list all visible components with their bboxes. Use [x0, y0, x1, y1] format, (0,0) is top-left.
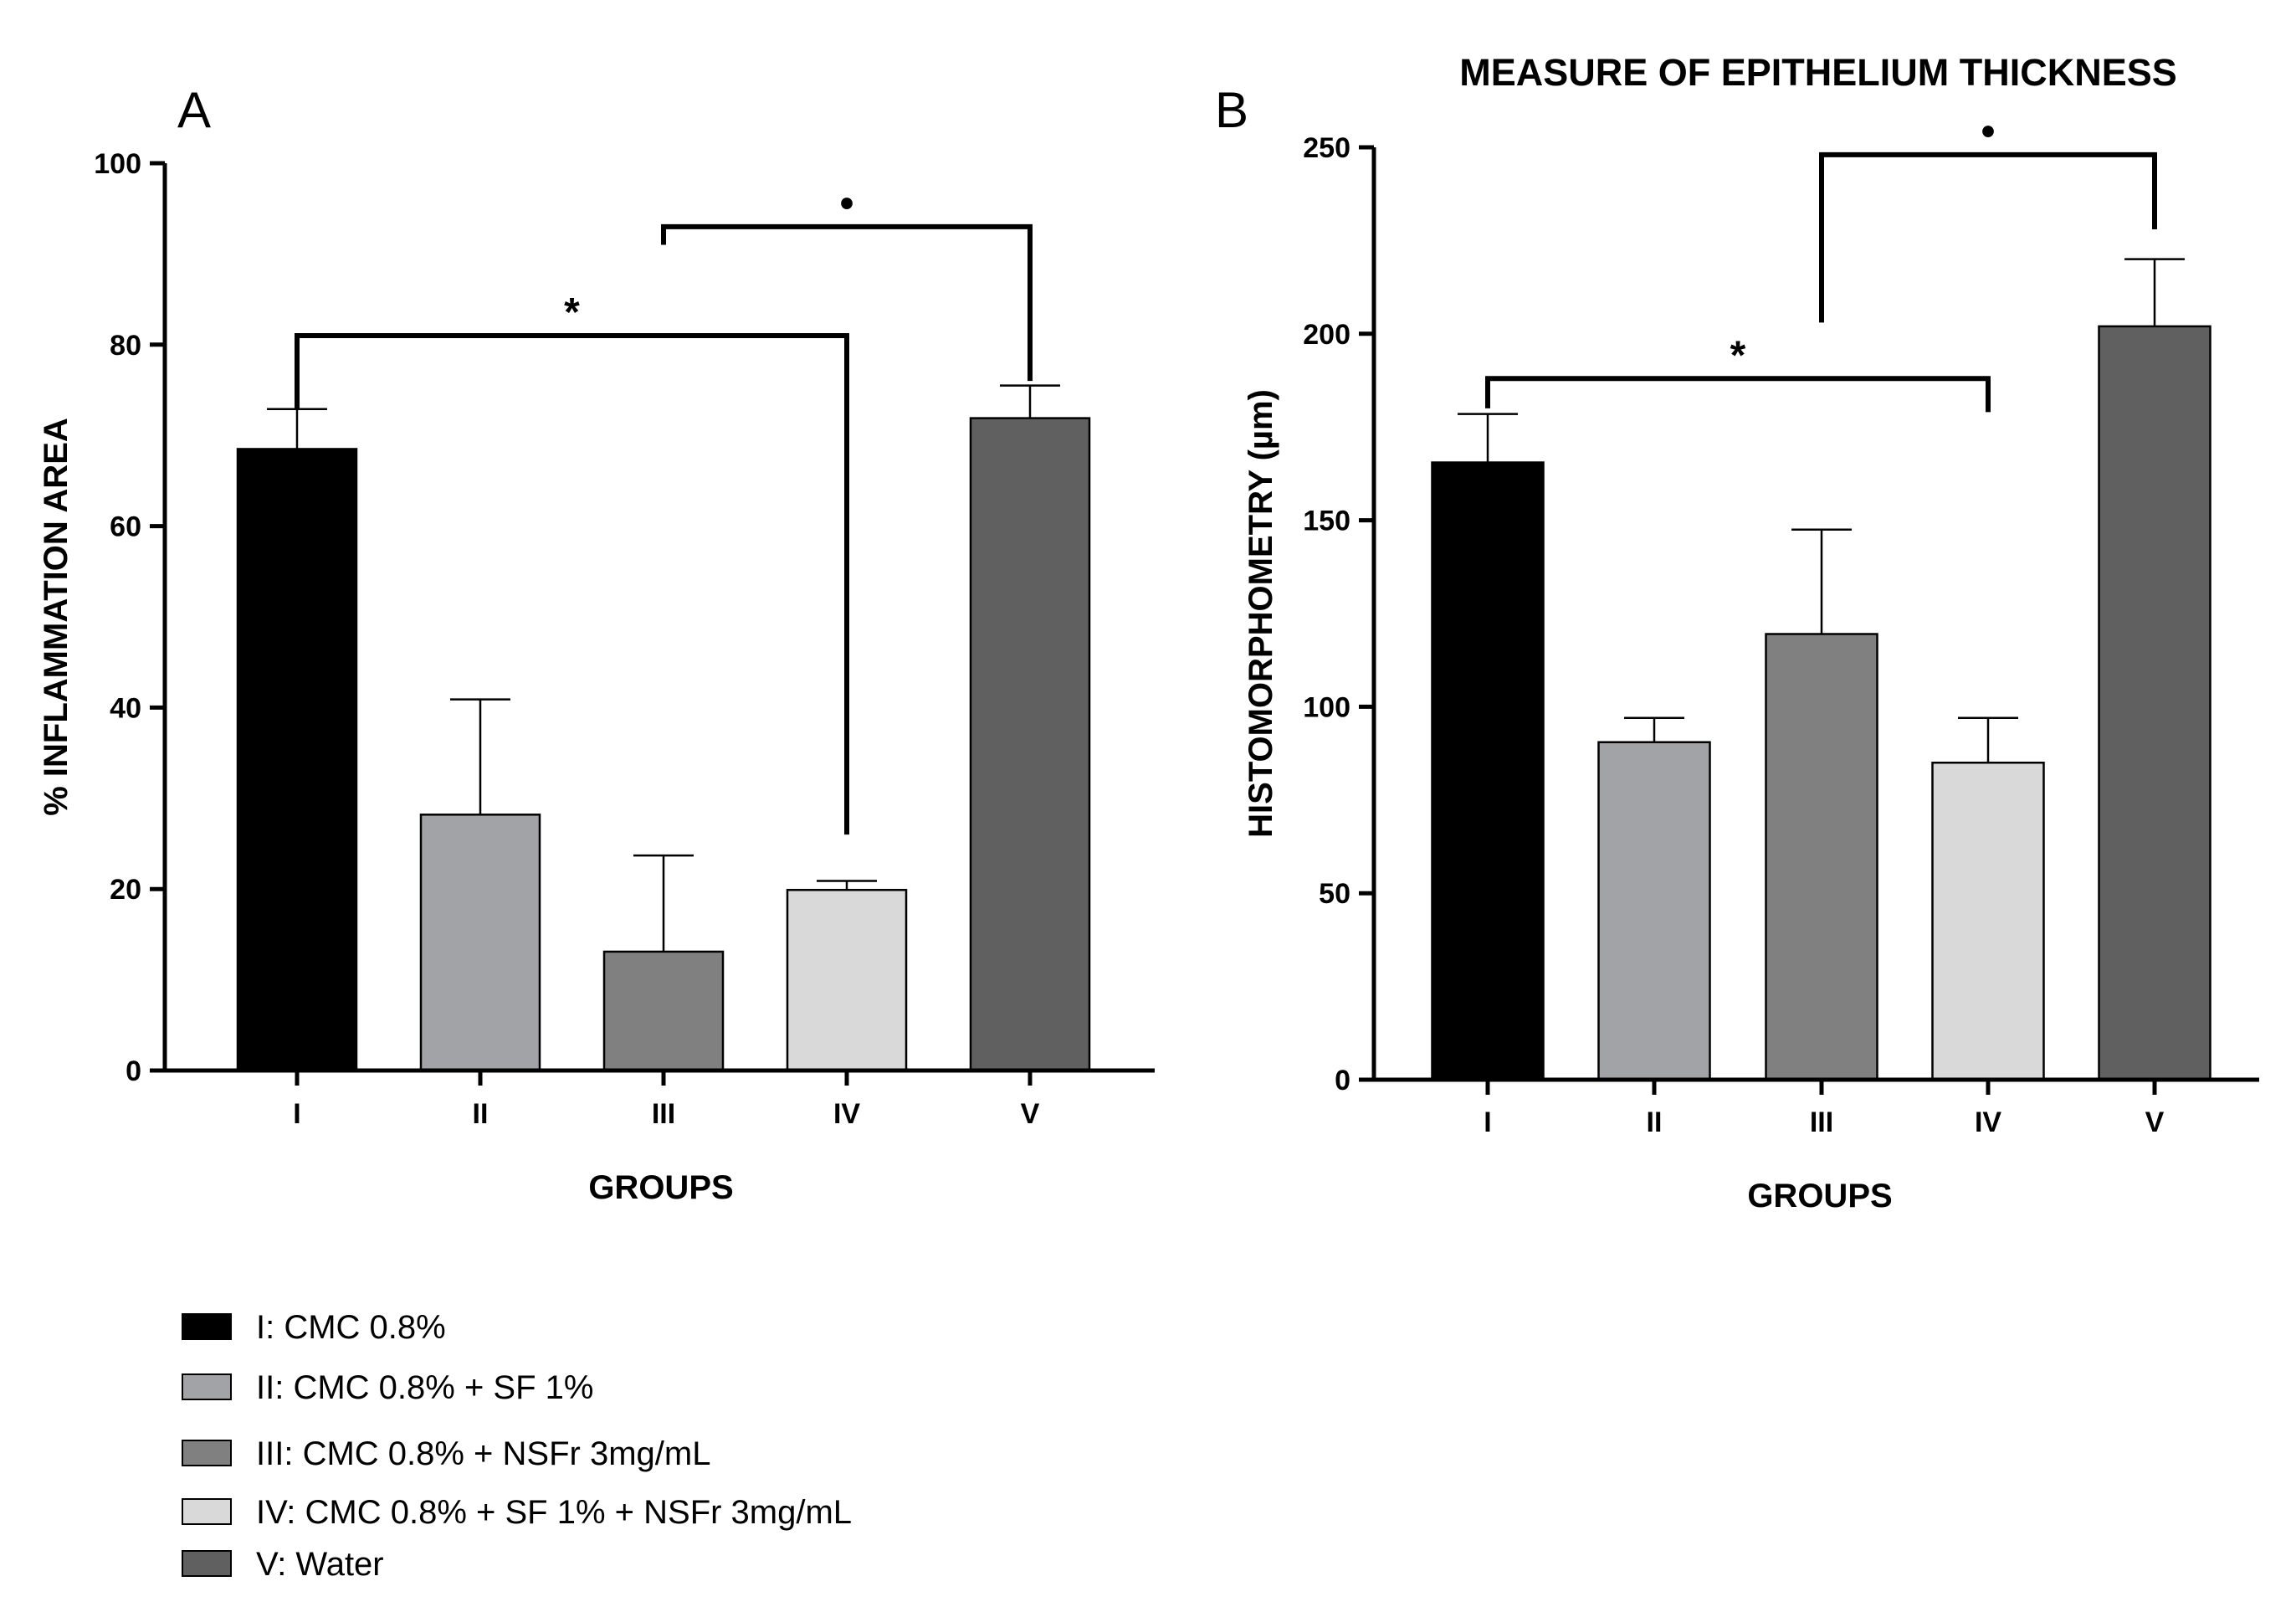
y-tick-label-a-2: 40: [110, 692, 141, 724]
y-tick-label-a-1: 20: [110, 874, 141, 906]
y-tick-label-b-5: 250: [1303, 132, 1350, 164]
x-tick-label-b-2: III: [1810, 1106, 1833, 1138]
y-tick-label-b-4: 200: [1303, 319, 1350, 351]
legend-swatch-0: [182, 1313, 232, 1340]
y-tick-label-b-2: 100: [1303, 691, 1350, 723]
panel-a-y-axis-title: % INFLAMMATION AREA: [38, 418, 74, 816]
x-tick-label-a-1: II: [473, 1098, 489, 1130]
legend-label-0: I: CMC 0.8%: [256, 1309, 446, 1346]
y-tick-label-a-5: 100: [94, 148, 141, 180]
significance-bracket-a-1: [661, 223, 1033, 382]
y-tick-label-a-3: 60: [110, 511, 141, 543]
significance-label-b-0: *: [1730, 333, 1746, 377]
bar-b-2: [1765, 633, 1878, 1081]
panel-a-x-axis-title: GROUPS: [588, 1169, 733, 1206]
legend-label-2: III: CMC 0.8% + NSFr 3mg/mL: [256, 1435, 710, 1472]
panel-b-title: MEASURE OF EPITHELIUM THICKNESS: [1459, 51, 2177, 94]
y-tick-label-a-0: 0: [126, 1055, 141, 1087]
y-tick-label-b-0: 0: [1335, 1065, 1350, 1096]
y-tick-label-b-1: 50: [1319, 878, 1350, 910]
x-tick-label-a-3: IV: [833, 1098, 860, 1130]
y-tick-label-b-3: 150: [1303, 506, 1350, 537]
y-tick-label-a-4: 80: [110, 330, 141, 362]
x-tick-label-a-2: III: [652, 1098, 675, 1130]
panel-b-letter: B: [1215, 82, 1248, 138]
x-tick-label-a-4: V: [1021, 1098, 1040, 1130]
bar-b-4: [2098, 325, 2211, 1081]
bar-a-2: [602, 950, 725, 1072]
significance-bracket-b-1: [1819, 151, 2157, 323]
bar-b-1: [1597, 741, 1711, 1081]
legend-swatch-4: [182, 1550, 232, 1577]
legend-label-1: II: CMC 0.8% + SF 1%: [256, 1369, 593, 1406]
bar-b-3: [1931, 761, 2045, 1081]
panel-b-x-axis-title: GROUPS: [1747, 1178, 1892, 1214]
x-tick-label-a-0: I: [293, 1098, 300, 1130]
significance-bracket-b-0: [1485, 376, 1991, 413]
x-tick-label-b-1: II: [1647, 1106, 1663, 1138]
bar-a-4: [969, 417, 1091, 1072]
panel-a-letter: A: [177, 82, 211, 138]
legend-swatch-3: [182, 1498, 232, 1525]
legend-swatch-1: [182, 1373, 232, 1400]
significance-label-b-1: •: [1981, 110, 1996, 154]
legend-label-4: V: Water: [256, 1546, 384, 1583]
bar-a-3: [786, 889, 908, 1072]
significance-bracket-a-0: [295, 332, 849, 835]
significance-label-a-0: *: [564, 290, 580, 335]
panel-b: B MEASURE OF EPITHELIUM THICKNESS 0 50 100…: [1215, 51, 2259, 1214]
x-tick-label-b-0: I: [1484, 1106, 1491, 1138]
legend-swatch-2: [182, 1440, 232, 1466]
bar-a-1: [419, 814, 541, 1072]
bar-a-0: [236, 448, 358, 1072]
legend-label-3: IV: CMC 0.8% + SF 1% + NSFr 3mg/mL: [256, 1494, 852, 1531]
x-tick-label-b-3: IV: [1975, 1106, 2001, 1138]
x-tick-label-b-4: V: [2145, 1106, 2165, 1138]
bar-b-0: [1431, 461, 1545, 1081]
panel-b-y-axis-title: HISTOMORPHOMETRY (µm): [1243, 389, 1279, 838]
significance-label-a-1: •: [840, 182, 854, 226]
legend: I: CMC 0.8% II: CMC 0.8% + SF 1% III: CMC …: [182, 1309, 852, 1583]
